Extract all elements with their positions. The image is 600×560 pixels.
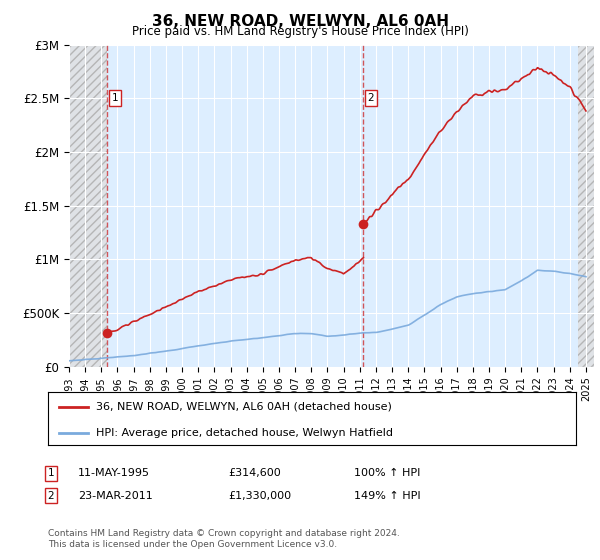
Text: 1: 1 bbox=[47, 468, 55, 478]
Text: 100% ↑ HPI: 100% ↑ HPI bbox=[354, 468, 421, 478]
Text: 36, NEW ROAD, WELWYN, AL6 0AH: 36, NEW ROAD, WELWYN, AL6 0AH bbox=[151, 14, 449, 29]
Text: 36, NEW ROAD, WELWYN, AL6 0AH (detached house): 36, NEW ROAD, WELWYN, AL6 0AH (detached … bbox=[95, 402, 391, 412]
Text: HPI: Average price, detached house, Welwyn Hatfield: HPI: Average price, detached house, Welw… bbox=[95, 428, 392, 438]
Text: 1: 1 bbox=[112, 93, 118, 103]
Text: 11-MAY-1995: 11-MAY-1995 bbox=[78, 468, 150, 478]
Bar bbox=[69, 45, 107, 367]
Bar bbox=[578, 45, 594, 367]
Text: £1,330,000: £1,330,000 bbox=[228, 491, 291, 501]
Text: Contains HM Land Registry data © Crown copyright and database right 2024.
This d: Contains HM Land Registry data © Crown c… bbox=[48, 529, 400, 549]
Text: Price paid vs. HM Land Registry's House Price Index (HPI): Price paid vs. HM Land Registry's House … bbox=[131, 25, 469, 38]
Text: 149% ↑ HPI: 149% ↑ HPI bbox=[354, 491, 421, 501]
Text: 23-MAR-2011: 23-MAR-2011 bbox=[78, 491, 153, 501]
Text: 2: 2 bbox=[47, 491, 55, 501]
Text: £314,600: £314,600 bbox=[228, 468, 281, 478]
Text: 2: 2 bbox=[368, 93, 374, 103]
